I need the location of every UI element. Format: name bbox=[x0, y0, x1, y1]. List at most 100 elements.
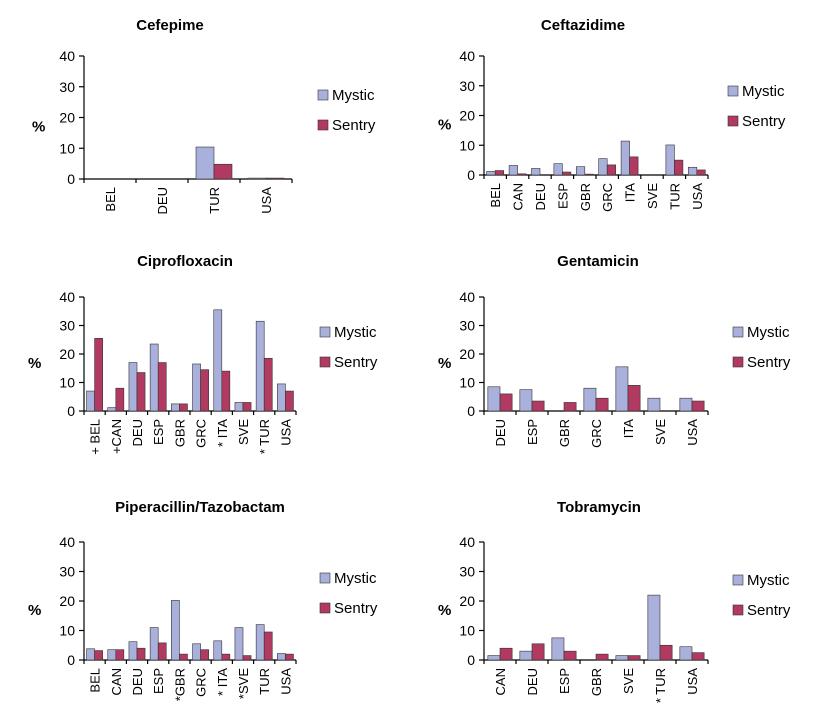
bar-mystic-deu bbox=[519, 650, 533, 661]
y-tick-label: 0 bbox=[67, 652, 75, 668]
bar-mystic-tur bbox=[647, 594, 661, 661]
legend-swatch-mystic bbox=[732, 574, 744, 586]
x-tick-label: DEU bbox=[533, 183, 548, 210]
legend-label-sentry: Sentry bbox=[742, 113, 786, 130]
x-tick-label: ESP bbox=[525, 419, 540, 445]
bar-sentry-usa bbox=[265, 177, 285, 180]
bar-sentry-tur bbox=[263, 357, 273, 412]
x-tick-label: *SVE bbox=[236, 668, 251, 699]
x-tick-label: ESP bbox=[555, 183, 570, 209]
x-tick-label: GRC bbox=[589, 419, 604, 448]
bar-sentry-ita bbox=[221, 370, 231, 412]
bar-sentry-esp bbox=[531, 400, 545, 412]
x-tick-label: ESP bbox=[151, 668, 166, 694]
bar-sentry-tur bbox=[213, 163, 233, 180]
legend-swatch-sentry bbox=[732, 604, 744, 616]
bar-mystic-grc bbox=[598, 158, 608, 176]
bar-sentry-bel bbox=[94, 338, 103, 412]
x-tick-label: DEU bbox=[493, 419, 508, 446]
y-axis-label: % bbox=[28, 355, 41, 372]
x-tick-label: TUR bbox=[207, 187, 222, 214]
x-tick-label: DEU bbox=[130, 668, 145, 695]
bar-mystic-gbr bbox=[171, 403, 180, 412]
bar-sentry-can bbox=[115, 387, 125, 412]
y-tick-label: 20 bbox=[59, 593, 75, 609]
bar-mystic-gbr bbox=[575, 166, 586, 176]
y-tick-label: 20 bbox=[459, 108, 475, 124]
bar-sentry-bel bbox=[94, 650, 103, 661]
chart-panel-1: Cefepime 0 10 20 30 40% BEL DEU TUR USA Mystic Sent… bbox=[32, 17, 376, 214]
chart-title: Piperacillin/Tazobactam bbox=[115, 499, 285, 516]
bar-sentry-grc bbox=[200, 369, 209, 412]
legend-swatch-sentry bbox=[732, 356, 744, 368]
legend-swatch-sentry bbox=[319, 602, 331, 614]
bar-mystic-sve bbox=[234, 402, 244, 412]
y-tick-label: 20 bbox=[59, 346, 75, 362]
bar-sentry-esp bbox=[157, 362, 167, 412]
y-axis-label: % bbox=[438, 602, 451, 619]
y-tick-label: 30 bbox=[459, 318, 475, 334]
x-tick-label: USA bbox=[278, 668, 293, 695]
legend-label-sentry: Sentry bbox=[332, 117, 376, 134]
legend-label-sentry: Sentry bbox=[334, 354, 378, 371]
chart-title: Gentamicin bbox=[557, 253, 639, 270]
x-tick-label: DEU bbox=[155, 187, 170, 214]
bar-sentry-can bbox=[499, 647, 513, 661]
bar-mystic-bel bbox=[86, 390, 95, 412]
bar-mystic-usa bbox=[687, 166, 698, 176]
bar-mystic-esp bbox=[551, 637, 565, 661]
y-tick-label: 30 bbox=[59, 318, 75, 334]
bar-sentry-bel bbox=[494, 170, 505, 176]
y-tick-label: 30 bbox=[59, 564, 75, 580]
bar-sentry-esp bbox=[562, 171, 572, 176]
bar-sentry-tur bbox=[263, 631, 273, 661]
bar-mystic-can bbox=[508, 165, 518, 176]
y-tick-label: 0 bbox=[467, 167, 475, 183]
bar-sentry-ita bbox=[627, 385, 641, 412]
chart-title: Cefepime bbox=[136, 17, 204, 34]
y-tick-label: 30 bbox=[459, 78, 475, 94]
bar-sentry-tur bbox=[659, 644, 673, 661]
y-tick-label: 40 bbox=[59, 289, 75, 305]
y-axis-label: % bbox=[32, 119, 45, 136]
x-tick-label: SVE bbox=[645, 183, 660, 209]
x-tick-label: * TUR bbox=[257, 419, 272, 454]
y-tick-label: 40 bbox=[459, 534, 475, 550]
x-tick-label: GBR bbox=[589, 668, 604, 696]
bar-mystic-ita bbox=[615, 366, 629, 412]
bar-mystic-usa bbox=[277, 383, 286, 412]
bar-sentry-deu bbox=[136, 372, 146, 412]
bar-mystic-tur bbox=[255, 320, 265, 412]
bar-sentry-gbr bbox=[584, 173, 594, 176]
y-tick-label: 0 bbox=[467, 652, 475, 668]
x-tick-label: * ITA bbox=[215, 668, 230, 696]
y-axis-label: % bbox=[438, 117, 451, 134]
x-tick-label: SVE bbox=[236, 419, 251, 445]
legend-label-mystic: Mystic bbox=[747, 324, 790, 341]
y-tick-label: 40 bbox=[59, 534, 75, 550]
bar-sentry-usa bbox=[696, 169, 706, 176]
x-tick-label: CAN bbox=[511, 183, 526, 210]
bar-sentry-esp bbox=[157, 642, 167, 661]
y-tick-label: 10 bbox=[459, 375, 475, 391]
bar-sentry-gbr bbox=[595, 653, 609, 661]
bar-sentry-usa bbox=[285, 653, 294, 661]
bar-sentry-can bbox=[115, 649, 125, 661]
legend-label-mystic: Mystic bbox=[742, 83, 785, 100]
bar-mystic-esp bbox=[149, 627, 159, 661]
bar-sentry-deu bbox=[499, 393, 513, 412]
bar-mystic-esp bbox=[519, 389, 533, 412]
legend-swatch-mystic bbox=[727, 85, 739, 97]
bar-mystic-ita bbox=[620, 140, 630, 176]
x-tick-label: USA bbox=[259, 187, 274, 214]
chart-title: Ciprofloxacin bbox=[137, 253, 233, 270]
y-tick-label: 0 bbox=[67, 171, 75, 187]
bar-mystic-deu bbox=[531, 168, 541, 176]
legend-swatch-sentry bbox=[317, 119, 329, 131]
y-axis-label: % bbox=[28, 602, 41, 619]
x-tick-label: CAN bbox=[109, 668, 124, 695]
bar-mystic-usa bbox=[277, 653, 286, 661]
bar-mystic-grc bbox=[192, 643, 201, 661]
bar-sentry-ita bbox=[629, 156, 639, 176]
